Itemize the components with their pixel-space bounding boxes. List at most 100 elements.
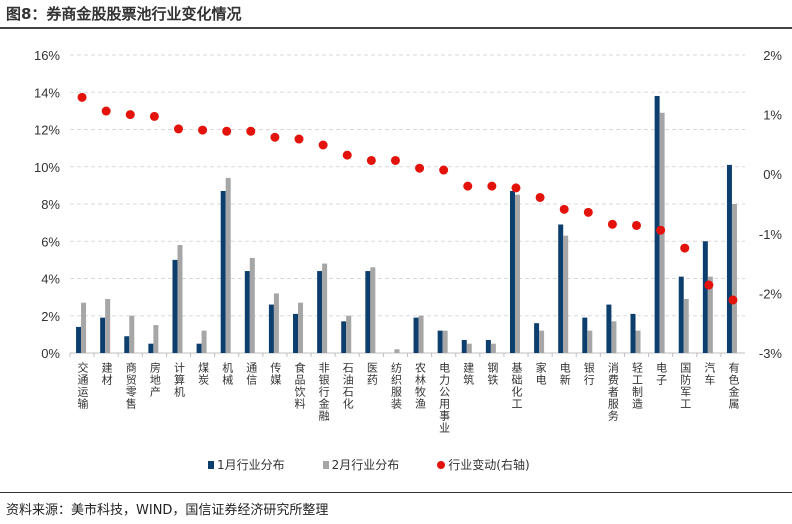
bar-jan bbox=[148, 343, 154, 353]
bar-jan bbox=[76, 326, 82, 353]
bar-feb bbox=[177, 244, 183, 353]
bar-jan bbox=[678, 276, 684, 353]
change-dot bbox=[656, 225, 666, 235]
x-tick-label: 基础化工 bbox=[509, 362, 523, 410]
bar-feb bbox=[273, 293, 279, 353]
legend-swatch-feb bbox=[322, 460, 329, 469]
change-dot bbox=[270, 132, 280, 142]
title-divider bbox=[0, 27, 792, 29]
x-tick-label: 消费者服务 bbox=[606, 362, 620, 422]
bar-jan bbox=[413, 317, 419, 353]
bar-jan bbox=[172, 259, 178, 353]
bar-feb bbox=[635, 330, 641, 353]
x-tick-label: 医药 bbox=[365, 362, 379, 386]
change-dot bbox=[487, 181, 497, 191]
x-tick-label: 商贸零售 bbox=[124, 362, 138, 410]
x-tick-label: 计算机 bbox=[172, 362, 186, 398]
bar-jan bbox=[365, 271, 371, 353]
bar-feb bbox=[225, 177, 231, 353]
x-tick-label: 钢铁 bbox=[485, 362, 499, 386]
x-tick-label: 非银行金融 bbox=[317, 362, 331, 422]
right-tick-label: -1% bbox=[759, 227, 783, 242]
bar-jan bbox=[244, 271, 250, 353]
source-divider bbox=[0, 492, 792, 493]
bar-jan bbox=[100, 317, 106, 353]
bar-jan bbox=[268, 304, 274, 353]
change-dot bbox=[463, 181, 473, 191]
bar-feb bbox=[105, 298, 111, 353]
legend-dot-change bbox=[437, 460, 446, 469]
legend-item-jan: 1月行业分布 bbox=[208, 456, 285, 473]
bar-feb bbox=[539, 330, 545, 353]
bar-feb bbox=[394, 349, 400, 353]
chart: 0% 2% 4% 6% 8% 10% 12% 14% 16% -3% -2% -1% 0% 1% 2% bbox=[34, 48, 783, 361]
change-dot bbox=[559, 204, 569, 214]
change-dot bbox=[318, 140, 328, 150]
bar-feb bbox=[611, 321, 617, 353]
bar-feb bbox=[442, 330, 448, 353]
bar-jan bbox=[534, 323, 540, 353]
x-tick-label: 纺织服装 bbox=[389, 362, 403, 410]
change-dot bbox=[294, 134, 304, 144]
right-tick-label: 1% bbox=[763, 108, 782, 123]
right-tick-label: -2% bbox=[759, 286, 783, 301]
left-tick-label: 14% bbox=[34, 85, 60, 100]
left-tick-label: 6% bbox=[41, 234, 60, 249]
bar-feb bbox=[249, 258, 255, 353]
x-tick-label: 石油石化 bbox=[341, 362, 355, 410]
change-dot bbox=[535, 192, 545, 202]
left-tick-label: 0% bbox=[41, 346, 60, 361]
bar-feb bbox=[418, 315, 424, 353]
x-tick-label: 建筑 bbox=[461, 362, 475, 386]
bar-jan bbox=[509, 190, 515, 353]
change-dot bbox=[390, 155, 400, 165]
source-note: 资料来源：美市科技，WIND，国信证券经济研究所整理 bbox=[6, 503, 329, 518]
bar-feb bbox=[514, 194, 520, 353]
left-tick-label: 2% bbox=[41, 309, 60, 324]
bar-jan bbox=[124, 336, 130, 353]
x-tick-label: 传媒 bbox=[268, 362, 282, 386]
legend-label: 1月行业分布 bbox=[217, 458, 285, 472]
bar-feb bbox=[298, 302, 304, 353]
bar-jan bbox=[317, 271, 323, 353]
legend-item-change: 行业变动(右轴) bbox=[437, 456, 530, 473]
change-dot bbox=[415, 163, 425, 173]
bar-feb bbox=[153, 325, 159, 353]
change-dot bbox=[632, 220, 642, 230]
x-tick-label: 机械 bbox=[220, 362, 234, 386]
bar-feb bbox=[466, 343, 472, 353]
change-dot bbox=[607, 219, 617, 229]
change-dot bbox=[173, 124, 183, 134]
change-dot bbox=[246, 126, 256, 136]
bar-jan bbox=[341, 321, 347, 353]
bar-feb bbox=[346, 315, 352, 353]
change-dot bbox=[149, 111, 159, 121]
x-tick-label: 食品饮料 bbox=[293, 362, 307, 410]
legend-item-feb: 2月行业分布 bbox=[322, 456, 399, 473]
x-tick-label: 建材 bbox=[100, 362, 114, 386]
bar-feb bbox=[731, 204, 737, 353]
change-dot bbox=[125, 110, 135, 120]
bar-jan bbox=[196, 343, 202, 353]
bar-jan bbox=[220, 190, 226, 353]
bar-jan bbox=[485, 339, 491, 353]
change-dot bbox=[583, 207, 593, 217]
x-tick-label: 农林牧渔 bbox=[413, 362, 427, 410]
bar-jan bbox=[461, 339, 467, 353]
x-tick-label: 电新 bbox=[558, 362, 572, 386]
x-tick-label: 有色金属 bbox=[726, 362, 740, 410]
bar-jan bbox=[293, 313, 299, 353]
bar-feb bbox=[490, 343, 496, 353]
bar-jan bbox=[654, 95, 660, 353]
change-dot bbox=[439, 165, 449, 175]
bar-feb bbox=[322, 263, 328, 353]
left-tick-label: 16% bbox=[34, 48, 60, 63]
bar-feb bbox=[201, 330, 207, 353]
x-tick-label: 房地产 bbox=[148, 362, 162, 398]
change-dot bbox=[222, 126, 232, 136]
x-tick-label: 通信 bbox=[244, 362, 258, 386]
x-tick-label: 煤炭 bbox=[196, 362, 210, 386]
x-tick-label: 交通运输 bbox=[76, 362, 90, 410]
change-dot bbox=[77, 92, 87, 102]
right-tick-label: 0% bbox=[763, 167, 782, 182]
